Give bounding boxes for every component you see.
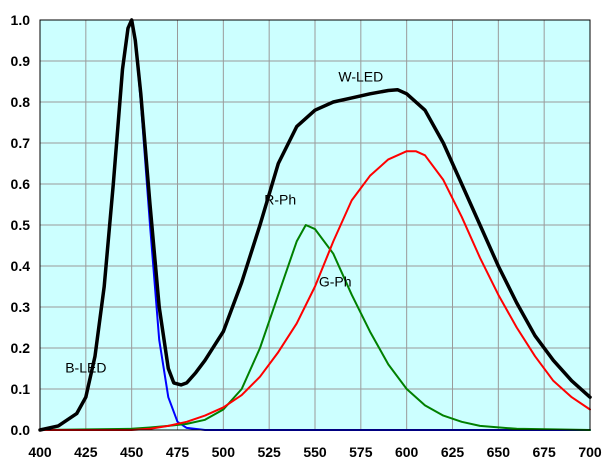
x-axis-tick-labels: 400 425 450 475 500 525 550 575 600 625 650 675 700 — [28, 444, 602, 460]
y-tick-label: 0.2 — [11, 340, 31, 356]
x-tick-label: 450 — [120, 444, 144, 460]
y-tick-label: 0.5 — [11, 217, 31, 233]
x-tick-label: 675 — [532, 444, 556, 460]
series-label-g-ph: G-Ph — [319, 274, 352, 290]
x-tick-label: 650 — [487, 444, 511, 460]
series-line-g-ph — [39, 224, 591, 431]
y-tick-label: 0.8 — [11, 94, 31, 110]
y-tick-label: 0.9 — [11, 53, 31, 69]
y-tick-label: 0.0 — [11, 422, 31, 438]
x-tick-label: 400 — [28, 444, 52, 460]
x-tick-label: 475 — [166, 444, 190, 460]
series-label-r-ph: R-Ph — [264, 192, 296, 208]
y-tick-label: 0.6 — [11, 176, 31, 192]
plot-border — [39, 19, 591, 431]
y-tick-label: 0.1 — [11, 381, 31, 397]
series-labels: W-LED B-LED G-Ph R-Ph — [65, 69, 383, 376]
series-label-b-led: B-LED — [65, 360, 106, 376]
x-tick-label: 600 — [395, 444, 419, 460]
series-line-w-led — [38, 18, 592, 432]
y-tick-label: 1.0 — [11, 12, 31, 28]
x-tick-label: 525 — [257, 444, 281, 460]
x-tick-label: 500 — [212, 444, 236, 460]
x-tick-label: 550 — [303, 444, 327, 460]
y-tick-label: 0.3 — [11, 299, 31, 315]
series-line-r-ph — [39, 150, 591, 431]
y-axis-tick-labels: 0.0 0.1 0.2 0.3 0.4 0.5 0.6 0.7 0.8 0.9 1.0 — [11, 12, 31, 438]
y-tick-label: 0.4 — [11, 258, 31, 274]
y-tick-label: 0.7 — [11, 135, 31, 151]
x-tick-label: 625 — [441, 444, 465, 460]
series-label-w-led: W-LED — [338, 69, 383, 85]
x-tick-label: 575 — [349, 444, 373, 460]
x-tick-label: 425 — [74, 444, 98, 460]
gridlines — [39, 19, 591, 431]
x-tick-label: 700 — [578, 444, 602, 460]
